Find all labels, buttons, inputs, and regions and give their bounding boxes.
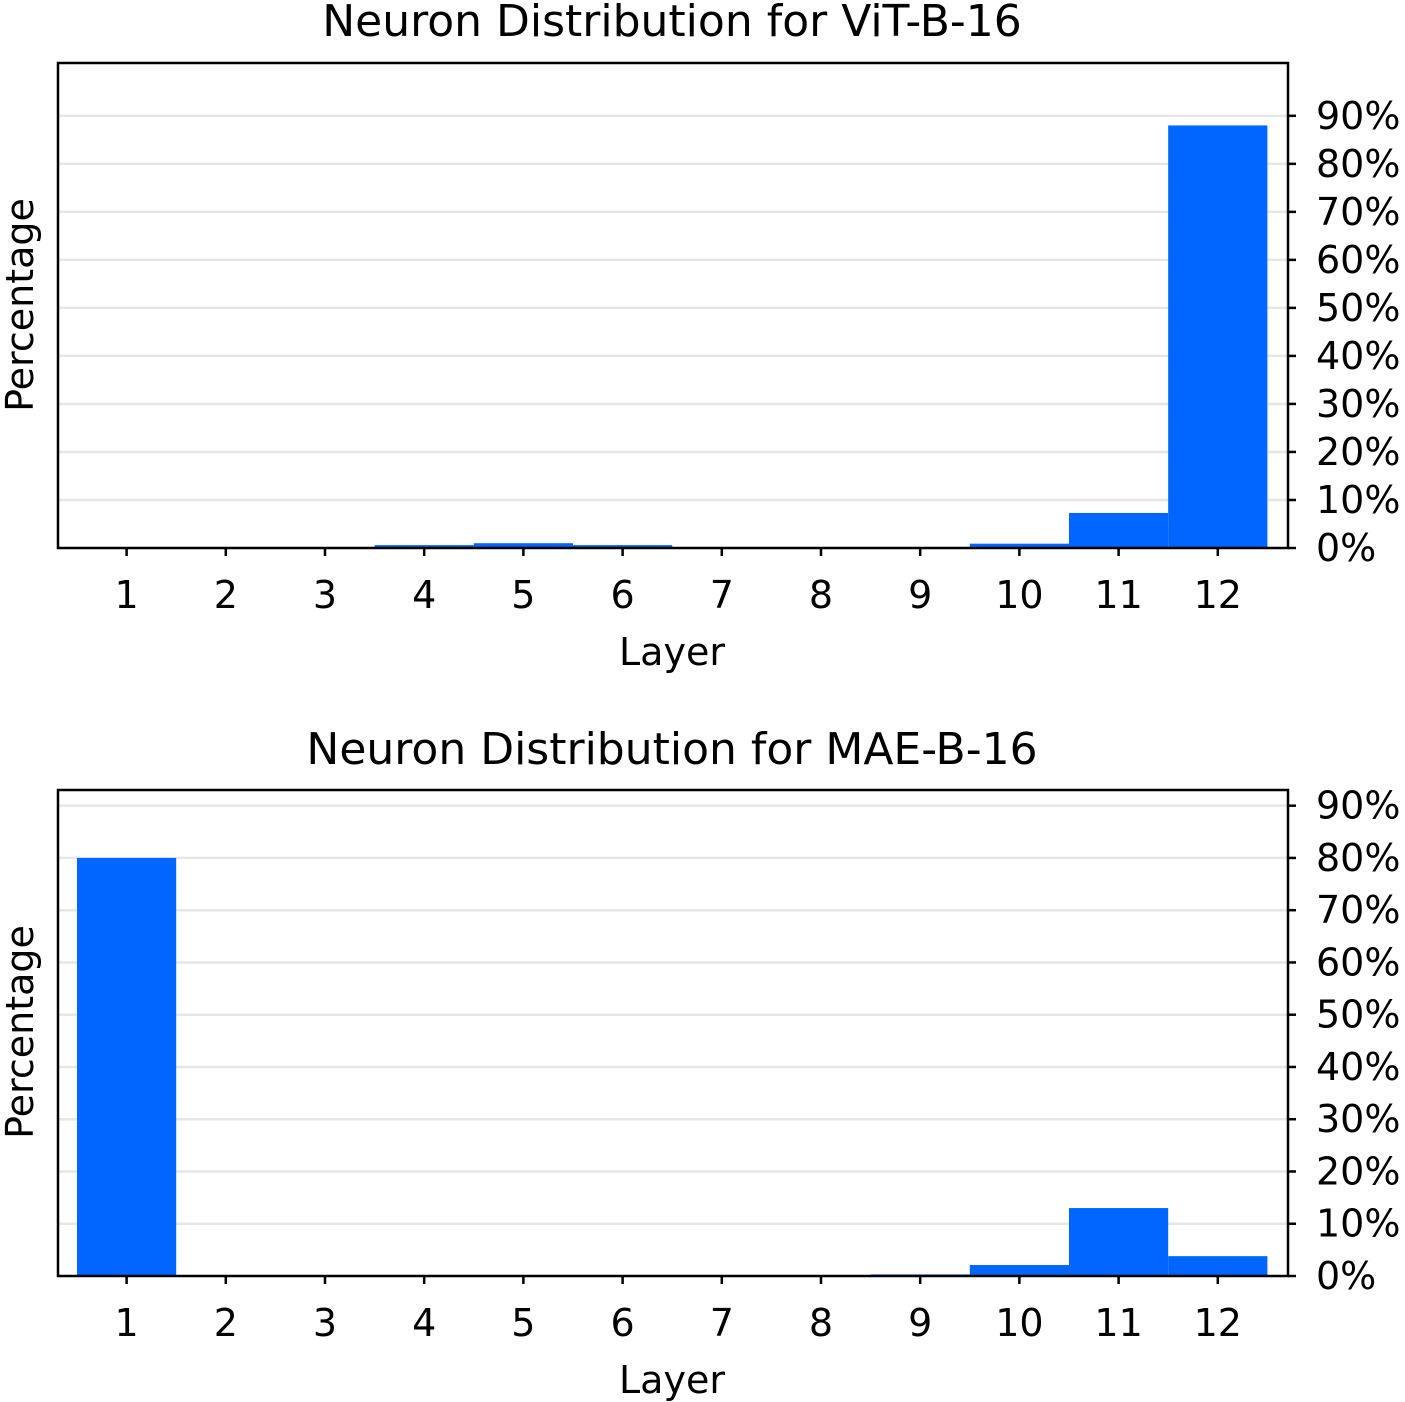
- x-tick-label: 12: [1194, 573, 1242, 617]
- x-tick-label: 3: [313, 573, 337, 617]
- y-axis-label: Percentage: [0, 198, 42, 412]
- y-axis: 0%10%20%30%40%50%60%70%80%90%: [1288, 94, 1400, 570]
- x-tick-label: 5: [511, 1301, 535, 1345]
- y-tick-label: 40%: [1316, 334, 1400, 378]
- y-tick-label: 40%: [1316, 1045, 1400, 1089]
- y-tick-label: 80%: [1316, 142, 1400, 186]
- bar-layer-5: [473, 543, 573, 548]
- y-tick-label: 70%: [1316, 190, 1400, 234]
- y-tick-label: 20%: [1316, 430, 1400, 474]
- x-axis-label: Layer: [619, 1358, 725, 1402]
- x-tick-label: 11: [1094, 573, 1142, 617]
- x-tick-label: 2: [214, 573, 238, 617]
- bar-layer-12: [1168, 1256, 1268, 1276]
- chart-vit-b-16: Neuron Distribution for ViT-B-16 Percent…: [0, 0, 1400, 674]
- x-tick-label: 8: [809, 573, 833, 617]
- y-tick-label: 10%: [1316, 478, 1400, 522]
- bars: [77, 857, 1268, 1276]
- x-tick-label: 10: [995, 1301, 1043, 1345]
- y-axis-label: Percentage: [0, 925, 42, 1139]
- x-tick-label: 2: [214, 1301, 238, 1345]
- x-tick-label: 1: [115, 1301, 139, 1345]
- bar-layer-6: [573, 545, 673, 548]
- x-tick-label: 6: [611, 1301, 635, 1345]
- y-tick-label: 10%: [1316, 1202, 1400, 1246]
- y-tick-label: 80%: [1316, 836, 1400, 880]
- bar-layer-1: [77, 857, 177, 1276]
- x-axis-label: Layer: [619, 630, 725, 674]
- x-axis: 1 2 3 4 5 6 7 8 9 10 11 12: [115, 1276, 1242, 1345]
- plot-frame: [56, 61, 1290, 550]
- y-tick-label: 30%: [1316, 1097, 1400, 1141]
- x-tick-label: 4: [412, 573, 436, 617]
- y-tick-label: 30%: [1316, 382, 1400, 426]
- y-tick-label: 50%: [1316, 993, 1400, 1037]
- chart-title: Neuron Distribution for ViT-B-16: [322, 0, 1022, 47]
- bar-layer-11: [1069, 512, 1169, 548]
- y-tick-label: 0%: [1316, 1254, 1376, 1298]
- y-tick-label: 90%: [1316, 94, 1400, 138]
- y-tick-label: 60%: [1316, 940, 1400, 984]
- plot-frame: [56, 788, 1290, 1278]
- x-tick-label: 5: [511, 573, 535, 617]
- bar-layer-10: [969, 543, 1069, 548]
- gridlines: [58, 114, 1288, 502]
- x-tick-label: 9: [908, 1301, 932, 1345]
- bar-layer-10: [969, 1265, 1069, 1276]
- y-tick-label: 60%: [1316, 238, 1400, 282]
- x-tick-label: 3: [313, 1301, 337, 1345]
- x-tick-label: 7: [710, 1301, 734, 1345]
- y-tick-label: 70%: [1316, 888, 1400, 932]
- x-tick-label: 9: [908, 573, 932, 617]
- bars: [374, 125, 1268, 548]
- x-tick-label: 12: [1194, 1301, 1242, 1345]
- x-tick-label: 10: [995, 573, 1043, 617]
- x-axis: 1 2 3 4 5 6 7 8 9 10 11 12: [115, 548, 1242, 617]
- chart-title: Neuron Distribution for MAE-B-16: [306, 724, 1037, 775]
- x-tick-label: 1: [115, 573, 139, 617]
- chart-mae-b-16: Neuron Distribution for MAE-B-16 Percent…: [0, 724, 1400, 1402]
- x-tick-label: 4: [412, 1301, 436, 1345]
- bar-layer-4: [374, 545, 474, 548]
- gridlines: [58, 804, 1288, 1225]
- x-tick-label: 11: [1094, 1301, 1142, 1345]
- y-tick-label: 50%: [1316, 286, 1400, 330]
- x-tick-label: 6: [611, 573, 635, 617]
- y-tick-label: 90%: [1316, 784, 1400, 828]
- y-axis: 0% 10% 20% 30% 40% 50% 60% 70% 80% 90%: [1288, 784, 1400, 1298]
- bar-layer-11: [1069, 1208, 1169, 1276]
- bar-layer-12: [1168, 125, 1268, 548]
- x-tick-label: 7: [710, 573, 734, 617]
- y-tick-label: 20%: [1316, 1149, 1400, 1193]
- x-tick-label: 8: [809, 1301, 833, 1345]
- y-tick-label: 0%: [1316, 526, 1376, 570]
